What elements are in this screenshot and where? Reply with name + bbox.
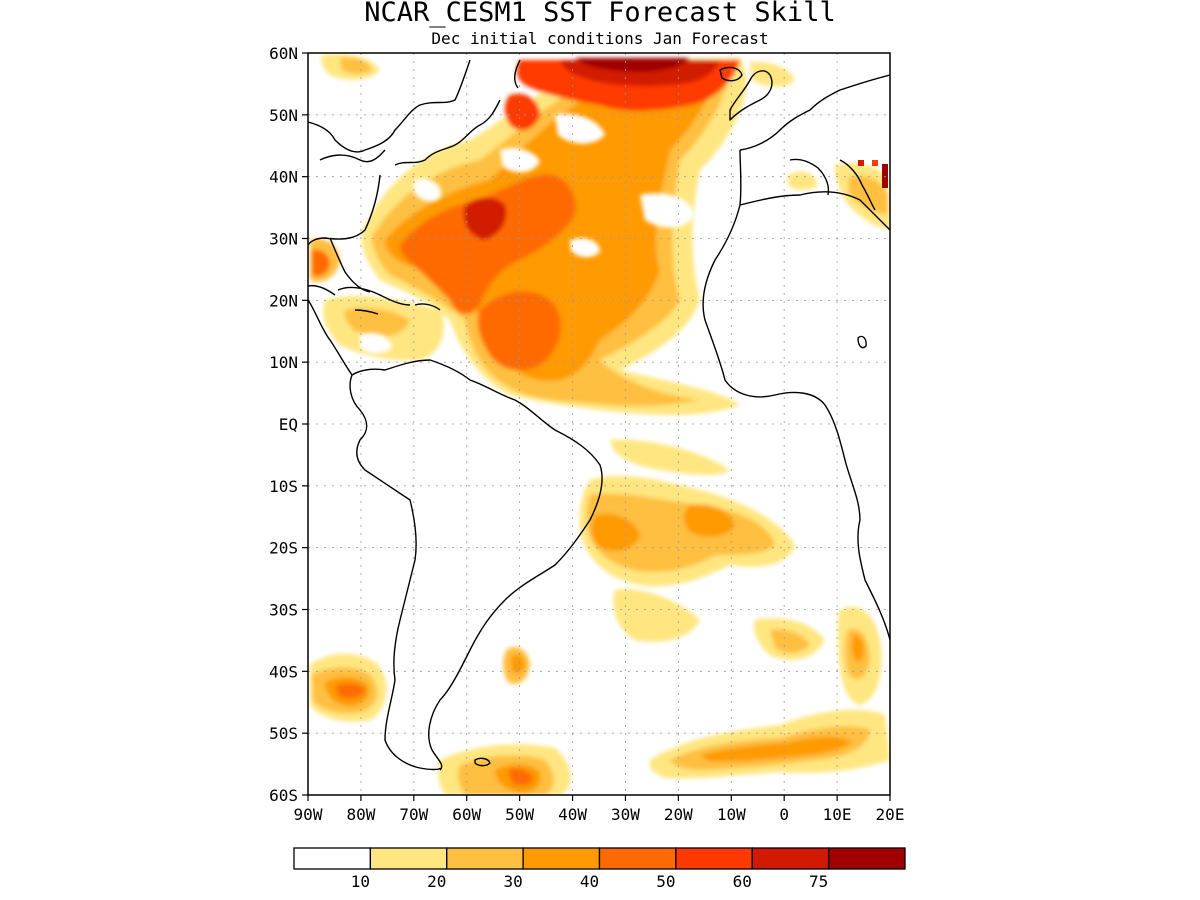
lat-tick-label: 20N <box>269 291 298 310</box>
lat-tick-label: 60S <box>269 786 298 805</box>
map-subtitle: Dec initial conditions Jan Forecast <box>431 29 768 48</box>
coastlines <box>308 59 890 771</box>
colorbar-swatch <box>675 847 753 870</box>
lat-tick-label: 50S <box>269 724 298 743</box>
lon-axis-labels: 90W 80W 70W 60W 50W 40W 30W 20W 10W 0 10E 20E <box>294 805 905 824</box>
colorbar-swatch <box>369 847 448 870</box>
colorbar-swatch <box>446 847 524 870</box>
lon-tick-label: 30W <box>611 805 640 824</box>
lat-tick-label: 30N <box>269 230 298 249</box>
lon-tick-label: 20E <box>876 805 905 824</box>
lon-tick-label: 70W <box>399 805 428 824</box>
colorbar-swatch <box>827 847 906 870</box>
skill-field <box>308 53 890 795</box>
colorbar-swatch <box>522 847 601 870</box>
colorbar-tick-label: 30 <box>503 872 522 891</box>
lat-tick-label: 10S <box>269 477 298 496</box>
colorbar-tick-label: 50 <box>656 872 675 891</box>
map-title: NCAR_CESM1 SST Forecast Skill <box>364 0 835 28</box>
colorbar-swatch <box>598 847 677 870</box>
colorbar: 10 20 30 40 50 60 75 <box>293 847 906 891</box>
lon-tick-label: 50W <box>505 805 534 824</box>
colorbar-tick-label: 75 <box>809 872 828 891</box>
axis-ticks <box>302 52 891 801</box>
lat-tick-label: 60N <box>269 44 298 63</box>
lon-tick-label: 20W <box>664 805 693 824</box>
colorbar-swatch <box>293 847 372 870</box>
colorbar-tick-label: 60 <box>733 872 752 891</box>
lon-tick-label: 10E <box>823 805 852 824</box>
colorbar-tick-label: 40 <box>580 872 599 891</box>
colorbar-tick-label: 10 <box>351 872 370 891</box>
colorbar-tick-label: 20 <box>427 872 446 891</box>
colorbar-swatch <box>751 847 830 870</box>
lat-tick-label: 50N <box>269 106 298 125</box>
lat-tick-label: 10N <box>269 353 298 372</box>
lat-tick-label: 40S <box>269 662 298 681</box>
lat-tick-label: 40N <box>269 168 298 187</box>
lon-tick-label: 0 <box>779 805 789 824</box>
lat-tick-label: EQ <box>279 415 298 434</box>
lon-tick-label: 90W <box>294 805 323 824</box>
lon-tick-label: 40W <box>558 805 587 824</box>
lon-tick-label: 80W <box>346 805 375 824</box>
lon-tick-label: 60W <box>452 805 481 824</box>
lat-axis-labels: 60N 50N 40N 30N 20N 10N EQ 10S 20S 30S 40S 50S 60S <box>269 44 298 805</box>
lat-tick-label: 20S <box>269 539 298 558</box>
map-gridlines <box>308 53 890 795</box>
lon-tick-label: 10W <box>717 805 746 824</box>
lat-tick-label: 30S <box>269 601 298 620</box>
